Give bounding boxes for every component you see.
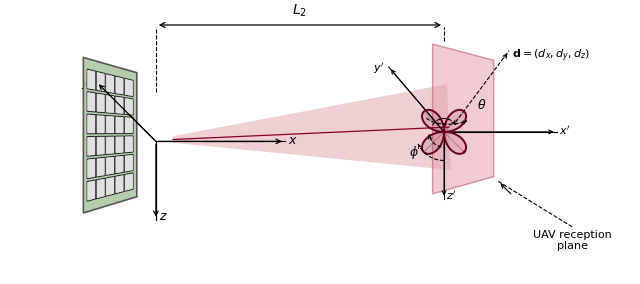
Polygon shape <box>422 112 444 152</box>
Text: $x$: $x$ <box>287 134 298 147</box>
Polygon shape <box>125 79 133 96</box>
Polygon shape <box>97 71 105 92</box>
Polygon shape <box>444 112 466 152</box>
Polygon shape <box>116 97 124 114</box>
Polygon shape <box>97 137 104 155</box>
Polygon shape <box>115 155 124 174</box>
Text: UAV reception
plane: UAV reception plane <box>534 229 612 251</box>
Polygon shape <box>97 157 105 177</box>
Polygon shape <box>125 155 133 172</box>
Polygon shape <box>116 137 124 153</box>
Text: $L_2$: $L_2$ <box>292 3 307 19</box>
Polygon shape <box>83 57 137 213</box>
Polygon shape <box>97 178 105 199</box>
Polygon shape <box>125 97 133 115</box>
Polygon shape <box>97 136 105 155</box>
Polygon shape <box>106 156 115 176</box>
Polygon shape <box>87 92 95 111</box>
Polygon shape <box>106 74 114 93</box>
Polygon shape <box>116 117 124 133</box>
Polygon shape <box>125 137 133 152</box>
Polygon shape <box>125 98 133 114</box>
Polygon shape <box>106 115 115 134</box>
Polygon shape <box>125 117 133 134</box>
Polygon shape <box>87 181 95 201</box>
Polygon shape <box>106 74 115 93</box>
Polygon shape <box>125 136 133 153</box>
Polygon shape <box>116 156 124 173</box>
Polygon shape <box>87 91 95 112</box>
Text: $y$: $y$ <box>81 76 91 91</box>
Text: $\mathbf{d} = (d_x, d_y, d_z)$: $\mathbf{d} = (d_x, d_y, d_z)$ <box>512 48 590 64</box>
Polygon shape <box>87 180 95 201</box>
Polygon shape <box>97 115 105 134</box>
Polygon shape <box>87 137 95 155</box>
Polygon shape <box>97 93 105 113</box>
Polygon shape <box>433 44 493 194</box>
Polygon shape <box>106 95 114 113</box>
Polygon shape <box>125 154 133 172</box>
Polygon shape <box>106 177 114 195</box>
Polygon shape <box>116 176 124 193</box>
Text: $z$: $z$ <box>159 210 168 224</box>
Polygon shape <box>87 158 95 179</box>
Polygon shape <box>106 176 115 196</box>
Polygon shape <box>115 136 124 154</box>
Text: $z'$: $z'$ <box>446 189 456 202</box>
Polygon shape <box>424 132 464 154</box>
Polygon shape <box>97 158 104 176</box>
Polygon shape <box>125 78 133 97</box>
Polygon shape <box>97 179 104 198</box>
Polygon shape <box>87 70 95 89</box>
Polygon shape <box>125 118 133 133</box>
Polygon shape <box>97 116 104 133</box>
Polygon shape <box>173 84 451 170</box>
Polygon shape <box>87 159 95 178</box>
Polygon shape <box>106 157 114 175</box>
Polygon shape <box>115 175 124 194</box>
Text: $y'$: $y'$ <box>372 61 384 76</box>
Polygon shape <box>116 77 124 94</box>
Polygon shape <box>115 96 124 114</box>
Polygon shape <box>87 114 95 134</box>
Text: $\theta$: $\theta$ <box>477 98 487 112</box>
Polygon shape <box>106 137 114 154</box>
Text: $x'$: $x'$ <box>559 124 571 137</box>
Polygon shape <box>106 116 114 133</box>
Polygon shape <box>97 72 104 91</box>
Polygon shape <box>87 136 95 156</box>
Polygon shape <box>115 76 124 95</box>
Polygon shape <box>424 110 464 132</box>
Polygon shape <box>87 115 95 133</box>
Polygon shape <box>125 173 133 191</box>
Polygon shape <box>97 94 104 112</box>
Text: $\phi$: $\phi$ <box>408 144 419 161</box>
Polygon shape <box>125 174 133 191</box>
Polygon shape <box>106 136 115 154</box>
Polygon shape <box>106 95 115 114</box>
Polygon shape <box>115 116 124 134</box>
Polygon shape <box>87 69 95 90</box>
